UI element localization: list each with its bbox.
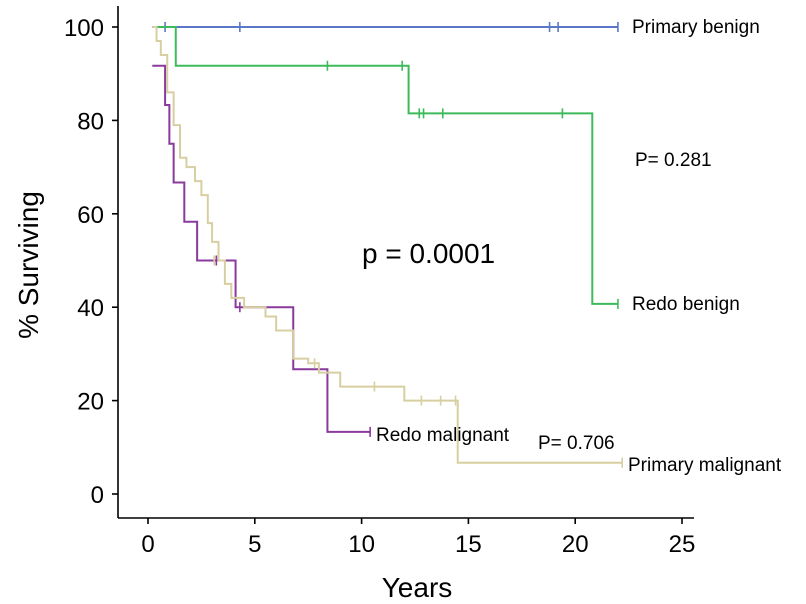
y-tick-label-60: 60 [77,202,104,229]
x-tick-label-20: 20 [562,531,589,558]
p-value-overall: p = 0.0001 [362,238,495,269]
y-tick-label-80: 80 [77,108,104,135]
km-line-primary-malignant [152,26,623,464]
series-layer [152,22,623,468]
plot-axes [117,6,694,519]
x-tick-label-0: 0 [141,531,154,558]
series-primary-benign [152,22,619,32]
y-tick-label-100: 100 [64,15,104,42]
y-tick-label-40: 40 [77,295,104,322]
x-ticks: 0 5 10 15 20 25 [141,518,695,558]
y-tick-label-0: 0 [91,482,104,509]
y-axis-label: % Surviving [13,191,44,339]
series-label-redo-malignant: Redo malignant [376,425,510,446]
y-tick-label-20: 20 [77,389,104,416]
series-redo-malignant [152,64,371,437]
x-tick-label-25: 25 [669,531,696,558]
x-tick-label-15: 15 [455,531,482,558]
p-value-benign: P= 0.281 [635,150,712,171]
series-redo-benign [152,26,619,309]
series-label-redo-benign: Redo benign [632,294,740,315]
km-line-redo-benign [152,26,618,305]
km-line-redo-malignant [152,64,371,433]
series-label-primary-malignant: Primary malignant [628,455,782,476]
p-value-malignant: P= 0.706 [538,433,615,454]
series-label-primary-benign: Primary benign [632,17,760,38]
x-axis-label: Years [382,572,453,603]
x-tick-label-10: 10 [348,531,375,558]
x-tick-label-5: 5 [248,531,261,558]
y-ticks: 0 20 40 60 80 100 [64,15,118,509]
series-primary-malignant [152,26,623,468]
